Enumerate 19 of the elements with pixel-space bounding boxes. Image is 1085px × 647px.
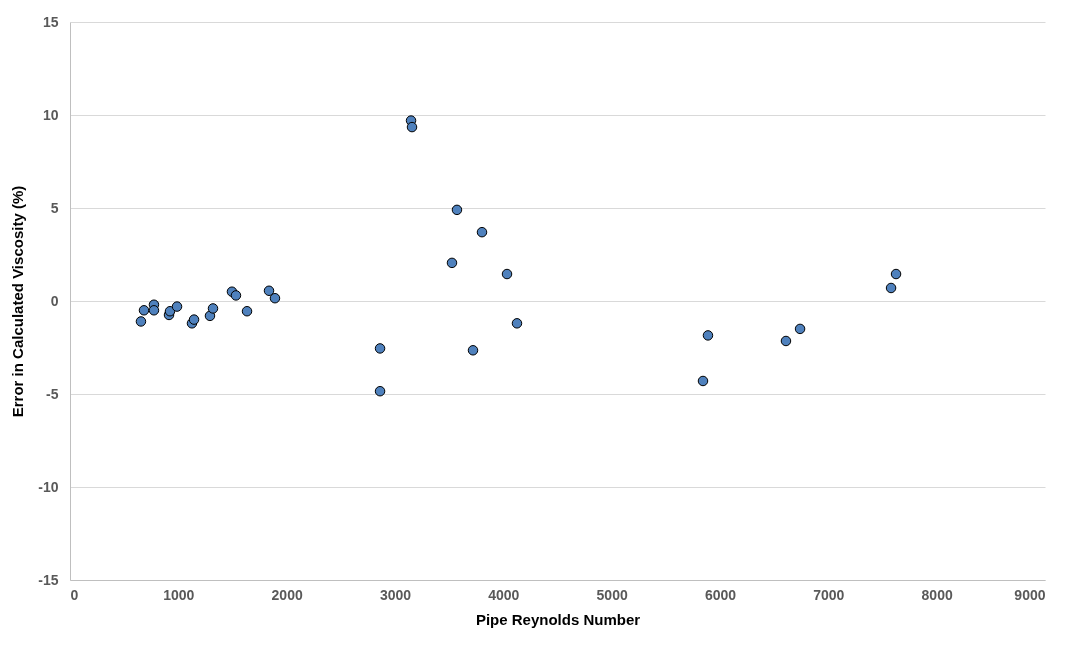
x-tick-label: 5000: [596, 586, 628, 603]
x-tick-label: 7000: [813, 586, 845, 603]
y-tick-label: 0: [50, 292, 59, 309]
x-tick-label: 2000: [271, 586, 303, 603]
x-tick-label: 3000: [379, 586, 412, 603]
y-tick-label: 15: [42, 13, 59, 30]
y-tick-label: -5: [46, 385, 59, 402]
y-tick-label: -15: [38, 571, 59, 588]
x-axis-title: Pipe Reynolds Number: [475, 610, 641, 628]
x-tick-label: 1000: [163, 586, 195, 603]
x-tick-label: 8000: [921, 586, 953, 603]
x-tick-label: 6000: [704, 586, 737, 603]
x-tick-label: 9000: [1014, 586, 1046, 603]
x-tick-label: 0: [70, 586, 79, 603]
y-axis-title: Error in Calculated Viscosity (%): [9, 185, 27, 418]
y-tick-label: -10: [38, 478, 59, 495]
x-tick-label: 4000: [488, 586, 520, 603]
y-tick-label: 10: [42, 106, 59, 123]
y-tick-label: 5: [50, 199, 59, 216]
